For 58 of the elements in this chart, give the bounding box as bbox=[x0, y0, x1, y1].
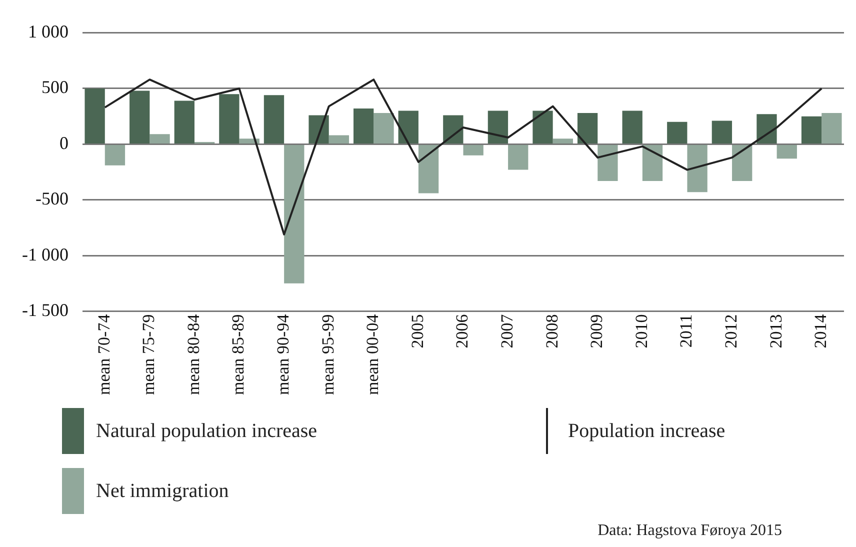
bar bbox=[552, 138, 573, 144]
bar bbox=[642, 144, 663, 181]
bar bbox=[219, 94, 240, 144]
bar bbox=[418, 144, 439, 194]
bar bbox=[622, 110, 642, 144]
bar bbox=[354, 108, 374, 144]
bar bbox=[687, 144, 708, 192]
bar bbox=[174, 100, 194, 144]
x-tick-label: mean 85-89 bbox=[228, 314, 248, 396]
x-tick-label: mean 00-04 bbox=[363, 314, 382, 396]
bar bbox=[756, 114, 777, 144]
bar bbox=[712, 120, 732, 144]
bar bbox=[577, 113, 598, 144]
x-tick-label: mean 80-84 bbox=[184, 314, 203, 396]
x-tick-label: 2014 bbox=[811, 314, 830, 348]
bar bbox=[264, 95, 284, 144]
x-tick-label: mean 90-94 bbox=[274, 314, 293, 396]
x-tick-label: 2013 bbox=[766, 314, 786, 348]
x-tick-label: mean 95-99 bbox=[318, 314, 338, 396]
x-tick-label: 2007 bbox=[498, 314, 517, 348]
bar bbox=[284, 144, 304, 284]
bar bbox=[328, 135, 350, 144]
bar bbox=[667, 122, 688, 144]
x-tick-label: mean 70-74 bbox=[94, 314, 114, 396]
y-tick-label: -500 bbox=[35, 188, 68, 209]
legend-label: Population increase bbox=[568, 420, 726, 442]
x-tick-label: 2011 bbox=[676, 314, 696, 348]
legend-label: Natural population increase bbox=[96, 420, 318, 442]
bar bbox=[130, 90, 150, 144]
y-tick-label: 500 bbox=[41, 77, 68, 98]
bar bbox=[508, 144, 528, 170]
x-tick-label: 2006 bbox=[452, 314, 472, 348]
bar bbox=[822, 113, 842, 144]
bar bbox=[398, 110, 418, 144]
text: Data: Hagstova Føroya 2015 bbox=[598, 522, 782, 540]
bar bbox=[488, 110, 508, 144]
bar bbox=[374, 113, 394, 144]
bar bbox=[801, 116, 822, 144]
x-tick-label: 2008 bbox=[542, 314, 562, 348]
bar bbox=[443, 115, 464, 144]
bar bbox=[776, 144, 797, 159]
x-tick-label: 2010 bbox=[632, 314, 651, 348]
bar bbox=[150, 134, 170, 144]
bar bbox=[598, 144, 618, 181]
x-tick-label: 2012 bbox=[721, 314, 740, 348]
bar bbox=[732, 144, 752, 181]
x-tick-label: 2009 bbox=[587, 314, 606, 348]
x-tick-label: 2005 bbox=[408, 314, 427, 348]
y-tick-label: 1 000 bbox=[28, 22, 68, 42]
y-tick-label: 0 bbox=[59, 132, 68, 153]
y-tick-label: -1 500 bbox=[22, 300, 68, 320]
legend-label: Net immigration bbox=[96, 480, 229, 502]
bar bbox=[463, 144, 484, 156]
bar bbox=[84, 88, 105, 144]
y-tick-label: -1 000 bbox=[22, 244, 68, 264]
bar bbox=[532, 110, 553, 144]
x-tick-label: mean 75-79 bbox=[139, 314, 158, 396]
bar bbox=[104, 144, 126, 166]
